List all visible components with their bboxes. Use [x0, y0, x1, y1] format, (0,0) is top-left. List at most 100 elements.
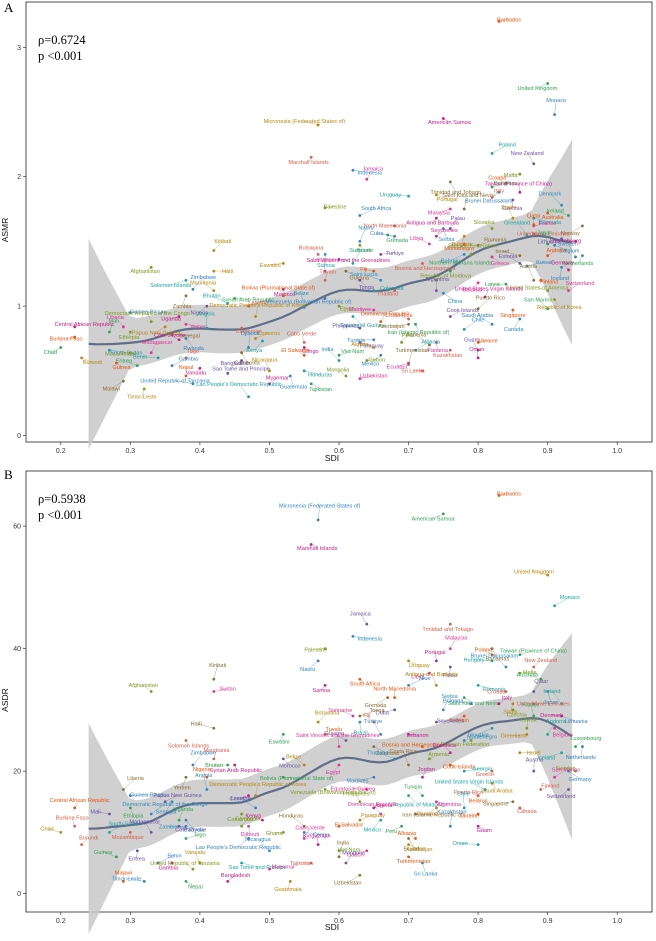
country-label: El Salvador	[281, 348, 310, 354]
data-point	[338, 764, 341, 767]
country-label: China	[448, 299, 464, 305]
data-point	[150, 831, 153, 834]
country-label: Gambia	[179, 356, 199, 362]
x-tick-label: 0.5	[265, 448, 275, 455]
x-tick-label: 1.0	[612, 448, 622, 455]
data-point	[553, 298, 556, 301]
x-tick-label: 0.3	[125, 448, 135, 455]
country-label: Saint Vincent and the Grenadines	[296, 733, 380, 739]
panel-b-rho: ρ=0.5938	[38, 492, 86, 506]
data-point	[581, 224, 584, 227]
data-point	[463, 253, 466, 256]
data-point	[491, 227, 494, 230]
y-tick-label: 3	[17, 45, 21, 52]
data-point	[407, 659, 410, 662]
data-point	[345, 375, 348, 378]
data-point	[143, 388, 146, 391]
data-point	[428, 243, 431, 246]
country-label: Burundi	[79, 836, 98, 842]
country-label: Jamaica	[350, 611, 372, 617]
data-point	[407, 195, 410, 198]
data-point	[574, 745, 577, 748]
country-label: Sri Lanka	[401, 369, 426, 375]
country-label: Morocco	[274, 292, 295, 298]
data-point	[171, 364, 174, 367]
data-point	[435, 659, 438, 662]
data-point	[178, 819, 181, 822]
data-point	[498, 702, 501, 705]
country-label: Kazakhstan	[437, 810, 466, 816]
country-label: Eritrea	[116, 359, 133, 365]
data-point	[73, 806, 76, 809]
data-point	[407, 764, 410, 767]
data-point	[553, 113, 556, 116]
data-point	[386, 696, 389, 699]
data-point	[379, 320, 382, 323]
country-label: Croatia	[487, 689, 506, 695]
country-label: Guinea	[94, 850, 113, 856]
country-label: Greece	[491, 261, 509, 267]
data-point	[484, 788, 487, 791]
country-label: Viet Nam	[341, 349, 364, 355]
data-point	[108, 331, 111, 334]
country-label: Yemen	[190, 324, 207, 330]
data-point	[449, 270, 452, 273]
data-point	[303, 341, 306, 344]
data-point	[435, 289, 438, 292]
country-label: Togo	[187, 349, 199, 355]
country-label: Palestine	[304, 647, 327, 653]
data-point	[511, 702, 514, 705]
country-label: Democratic People's Republic of Korea	[209, 782, 307, 788]
data-point	[268, 868, 271, 871]
country-label: Germany	[551, 260, 574, 266]
x-tick-label: 0.5	[265, 918, 275, 925]
data-point	[463, 235, 466, 238]
country-label: Cabo Verde	[287, 332, 317, 338]
country-label: Maldives	[346, 779, 368, 785]
data-point	[212, 727, 215, 730]
country-label: France	[522, 702, 539, 708]
country-label: Uruguay	[380, 193, 401, 199]
country-label: Armenia	[406, 332, 428, 338]
country-label: Yemen	[173, 786, 190, 792]
country-label: Estonia	[499, 254, 519, 260]
country-label: Côte d'Ivoire	[154, 333, 185, 339]
data-point	[240, 813, 243, 816]
country-label: Kiribati	[214, 239, 231, 245]
data-point	[261, 340, 264, 343]
data-point	[532, 666, 535, 669]
data-point	[205, 788, 208, 791]
country-label: Qatar	[527, 214, 541, 220]
country-label: Jamaica	[362, 166, 384, 172]
data-point	[108, 813, 111, 816]
country-label: American Samoa	[412, 516, 456, 522]
data-point	[511, 309, 514, 312]
data-point	[442, 292, 445, 295]
data-point	[449, 825, 452, 828]
data-point	[511, 800, 514, 803]
country-label: Saint Lucia	[350, 272, 379, 278]
country-label: Benin	[133, 354, 147, 360]
country-label: Lebanon	[313, 257, 335, 263]
country-label: Monaco	[560, 595, 580, 601]
country-label: Algeria	[351, 342, 369, 348]
country-label: Comoros	[257, 331, 280, 337]
country-label: Türkiye	[364, 719, 382, 725]
country-label: Italy	[494, 188, 504, 194]
data-point	[358, 244, 361, 247]
data-point	[358, 214, 361, 217]
x-tick-label: 0.2	[56, 918, 66, 925]
country-label: Djibouti	[241, 331, 260, 337]
country-label: Türkiye	[386, 251, 404, 257]
country-label: Ukraine	[478, 338, 497, 344]
data-point	[150, 320, 153, 323]
data-point	[212, 678, 215, 681]
country-label: Eswatini	[269, 740, 290, 746]
country-label: Benin	[167, 854, 181, 860]
y-tick-label: 0	[17, 433, 21, 440]
country-label: Myanmar	[272, 864, 295, 870]
data-point	[198, 367, 201, 370]
country-label: Barbados	[497, 492, 521, 498]
country-label: Central African Republic	[55, 322, 115, 328]
data-point	[212, 289, 215, 292]
